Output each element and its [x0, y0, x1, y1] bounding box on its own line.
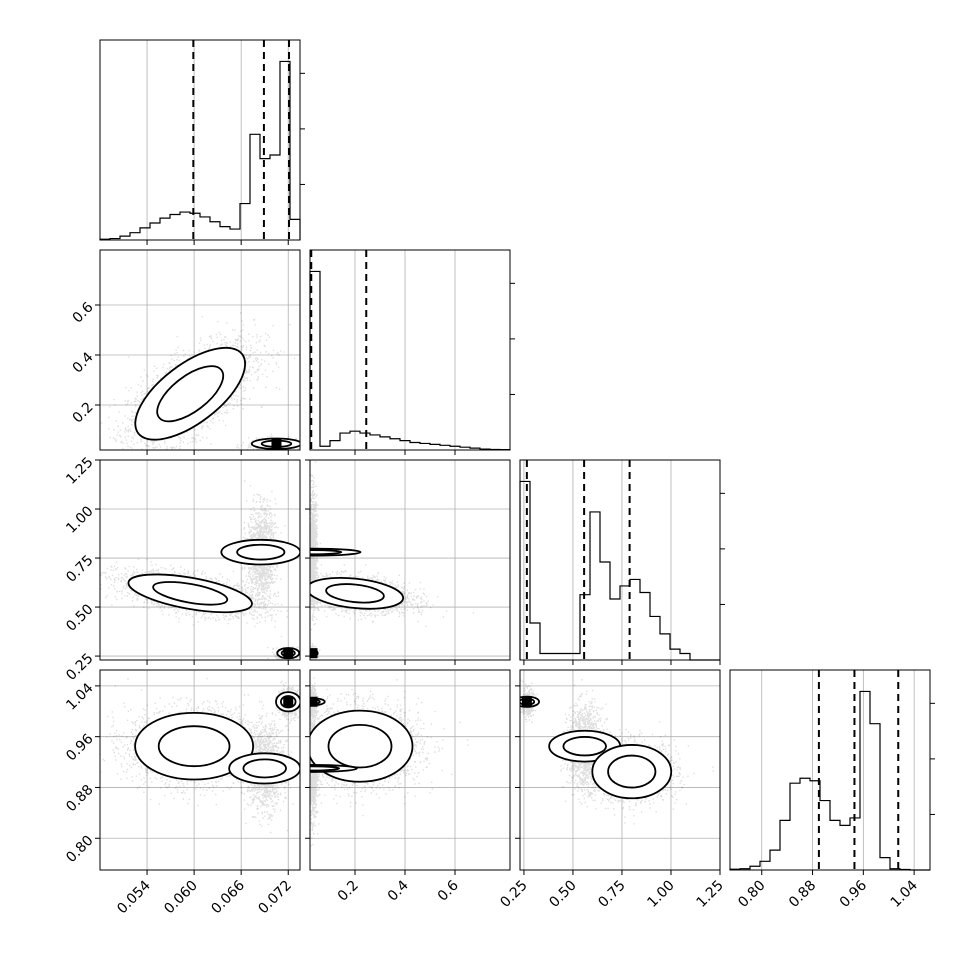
contour-outer: [134, 711, 255, 781]
contour-outer: [228, 752, 300, 785]
x-tick-label: 0.88: [786, 878, 819, 911]
x-tick-label: 1.00: [644, 878, 677, 911]
panel-frame: [519, 669, 721, 871]
contour-outer: [134, 346, 246, 441]
y-tick-label: 0.25: [63, 650, 96, 683]
scatter-panel-2-1: [305, 459, 511, 665]
contour-inner: [310, 765, 341, 772]
contour-inner: [562, 736, 607, 757]
y-tick-label: 0.80: [63, 833, 96, 866]
y-tick-label: 0.50: [63, 601, 96, 634]
contour-inner: [280, 695, 297, 709]
y-tick-label: 0.88: [63, 782, 96, 815]
contour-outer: [310, 709, 414, 783]
x-tick-label: 0.054: [114, 877, 154, 917]
histogram-step-line: [519, 480, 720, 661]
x-tick-label: 0.072: [255, 878, 295, 918]
panel-frame: [99, 39, 301, 241]
scatter-panel-3-0: 0.054 0.060 0.066 0.072 0.80 0.88 0.96 1.04: [63, 669, 301, 918]
scatter-panel-3-2: 0.25 0.50 0.75 1.00 1.25: [497, 669, 727, 911]
histogram-panel-1: [309, 249, 515, 455]
scatter-points: [520, 679, 714, 825]
scatter-panel-2-0: 0.25 0.50 0.75 1.00 1.25: [63, 454, 301, 684]
histogram-panel-3: 0.80 0.88 0.96 1.04: [729, 669, 935, 911]
x-tick-label: 0.25: [497, 878, 530, 911]
y-tick-label: 1.25: [63, 454, 96, 487]
panel-frame: [309, 459, 511, 661]
panel-frame: [309, 249, 511, 451]
scatter-panel-1-0: 0.2 0.4 0.6: [70, 249, 301, 455]
x-tick-label: 1.04: [888, 877, 921, 910]
scatter-content: [100, 312, 300, 450]
scatter-points: [100, 480, 300, 660]
density-core: [310, 696, 318, 707]
contour-outer: [220, 538, 300, 566]
contour-inner: [325, 583, 385, 604]
scatter-points: [310, 461, 475, 660]
contour-inner: [152, 581, 229, 606]
y-tick-label: 0.2: [70, 399, 97, 426]
x-tick-label: 0.6: [435, 877, 462, 904]
histogram-step-line: [99, 60, 301, 240]
panel-frame: [729, 669, 931, 871]
scatter-content: [100, 480, 300, 660]
x-tick-label: 0.066: [208, 877, 248, 917]
y-tick-label: 0.6: [70, 299, 97, 326]
scatter-content: [100, 677, 300, 834]
panel-frame: [519, 459, 721, 661]
y-tick-label: 0.96: [63, 731, 96, 764]
x-tick-label: 0.2: [335, 878, 362, 905]
contour-inner: [156, 365, 225, 423]
y-tick-label: 0.75: [63, 552, 96, 585]
panel-frame: [309, 669, 511, 871]
contour-inner: [157, 725, 231, 768]
contour-outer: [591, 744, 673, 800]
contour-inner: [242, 758, 287, 779]
y-tick-label: 1.00: [63, 503, 96, 536]
density-core: [521, 696, 532, 707]
contour-outer: [127, 573, 253, 614]
x-tick-label: 0.96: [837, 877, 870, 910]
x-tick-label: 0.50: [546, 878, 579, 911]
x-tick-label: 0.4: [385, 877, 412, 904]
density-core: [283, 696, 294, 707]
histogram-step-line: [309, 270, 511, 451]
x-tick-label: 0.80: [735, 878, 768, 911]
panel-frame: [99, 459, 301, 661]
contour-inner: [327, 723, 393, 769]
scatter-content: [520, 679, 714, 825]
panel-frame: [99, 249, 301, 451]
panel-frame: [99, 669, 301, 871]
x-tick-label: 1.25: [693, 878, 726, 911]
scatter-content: [310, 461, 475, 660]
contour-inner: [236, 543, 286, 561]
density-core: [310, 648, 318, 659]
x-tick-label: 0.75: [595, 878, 628, 911]
contour-inner: [310, 549, 343, 556]
x-tick-label: 0.060: [161, 878, 201, 918]
density-core: [283, 648, 294, 659]
contour-inner: [607, 754, 657, 789]
scatter-panel-3-1: 0.2 0.4 0.6: [305, 669, 511, 905]
histogram-step-line: [729, 690, 930, 871]
density-core: [271, 438, 282, 449]
y-tick-label: 0.4: [70, 349, 97, 376]
scatter-content: [310, 677, 469, 847]
histogram-panel-2: [519, 459, 725, 665]
y-tick-label: 1.04: [63, 680, 96, 713]
histogram-panel-0: [99, 39, 305, 245]
